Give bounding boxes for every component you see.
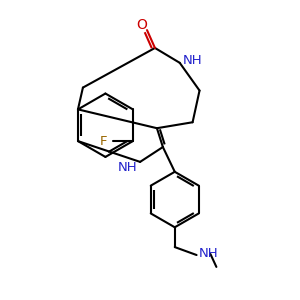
Text: NH: NH	[117, 161, 137, 174]
Text: O: O	[136, 18, 148, 32]
Text: NH: NH	[183, 54, 202, 67]
Text: F: F	[99, 135, 107, 148]
Text: NH: NH	[199, 247, 218, 260]
